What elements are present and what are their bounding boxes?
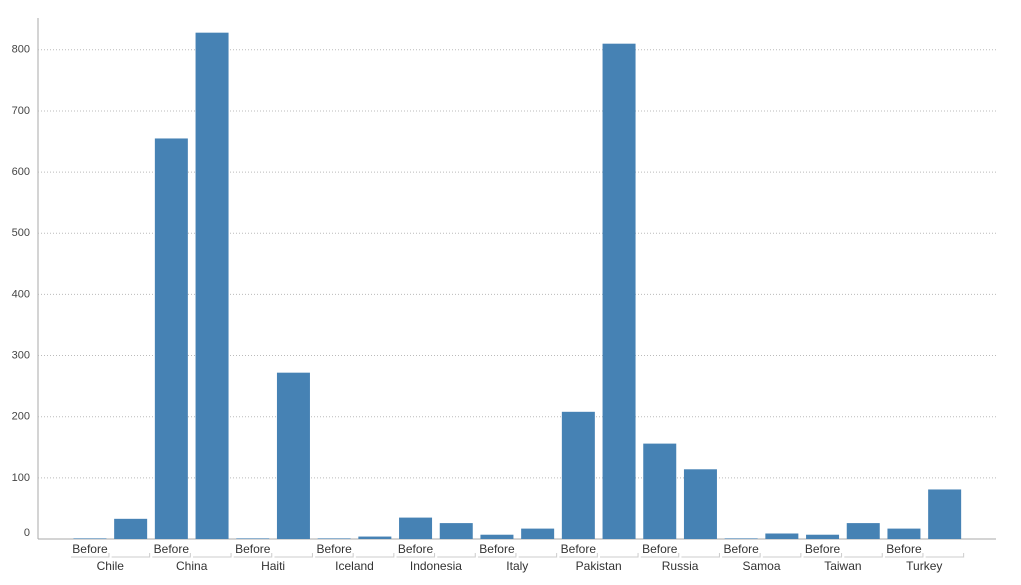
label-bracket	[762, 553, 802, 558]
group-label: Haiti	[261, 559, 285, 573]
label-bracket	[884, 553, 924, 558]
x-tick-label: Before	[561, 542, 597, 556]
bar	[806, 534, 840, 539]
label-bracket	[600, 553, 639, 558]
label-bracket	[233, 553, 273, 558]
bar	[358, 536, 392, 539]
y-tick-label: 300	[12, 349, 30, 361]
bar	[317, 538, 351, 539]
label-bracket	[152, 553, 191, 558]
y-tick-label: 500	[12, 227, 30, 239]
label-bracket	[355, 553, 395, 558]
bar	[887, 528, 921, 539]
bar	[73, 538, 107, 539]
bar	[561, 411, 595, 539]
label-bracket	[803, 553, 843, 558]
label-bracket	[315, 553, 354, 558]
y-tick-label: 0	[24, 527, 30, 539]
label-bracket	[681, 553, 720, 558]
bar	[521, 528, 555, 539]
group-label: Taiwan	[824, 559, 861, 573]
bar	[236, 538, 270, 539]
label-bracket	[111, 553, 151, 558]
x-tick-label: Before	[72, 542, 108, 556]
x-tick-label: Before	[235, 542, 271, 556]
y-tick-label: 100	[12, 472, 30, 484]
x-tick-label: Before	[398, 542, 434, 556]
label-bracket	[844, 553, 883, 558]
y-tick-label: 700	[12, 105, 30, 117]
bar	[480, 534, 514, 539]
group-label: Iceland	[335, 559, 374, 573]
x-tick-label: Before	[805, 542, 841, 556]
bar	[928, 489, 962, 539]
label-bracket	[518, 553, 558, 558]
bar	[846, 523, 880, 539]
label-bracket	[274, 553, 313, 558]
group-label: Pakistan	[576, 559, 622, 573]
label-bracket	[193, 553, 232, 558]
y-tick-label: 800	[12, 44, 30, 56]
group-label: Chile	[97, 559, 125, 573]
label-bracket	[722, 553, 761, 558]
x-tick-label: Before	[723, 542, 759, 556]
group-label: Italy	[506, 559, 528, 573]
bar	[154, 138, 188, 540]
bar	[765, 533, 799, 539]
x-tick-label: Before	[316, 542, 352, 556]
bar	[643, 443, 677, 539]
bar	[724, 538, 758, 539]
label-bracket	[925, 553, 965, 558]
bar	[195, 32, 229, 539]
label-bracket	[477, 553, 517, 558]
x-tick-label: Before	[886, 542, 922, 556]
bar	[276, 372, 310, 539]
bar	[114, 518, 148, 539]
y-tick-label: 200	[12, 411, 30, 423]
bar	[439, 523, 473, 539]
label-bracket	[396, 553, 436, 558]
label-bracket	[437, 553, 476, 558]
bar	[602, 43, 636, 539]
group-label: Indonesia	[410, 559, 462, 573]
x-tick-label: Before	[642, 542, 678, 556]
y-tick-label: 600	[12, 166, 30, 178]
group-label: Russia	[662, 559, 699, 573]
group-label: Turkey	[906, 559, 942, 573]
x-tick-label: Before	[154, 542, 190, 556]
y-tick-label: 400	[12, 288, 30, 300]
group-label: Samoa	[742, 559, 780, 573]
label-bracket	[70, 553, 110, 558]
label-bracket	[640, 553, 680, 558]
label-bracket	[559, 553, 598, 558]
x-tick-label: Before	[479, 542, 515, 556]
bar	[399, 517, 433, 539]
group-label: China	[176, 559, 208, 573]
bar	[683, 469, 717, 539]
